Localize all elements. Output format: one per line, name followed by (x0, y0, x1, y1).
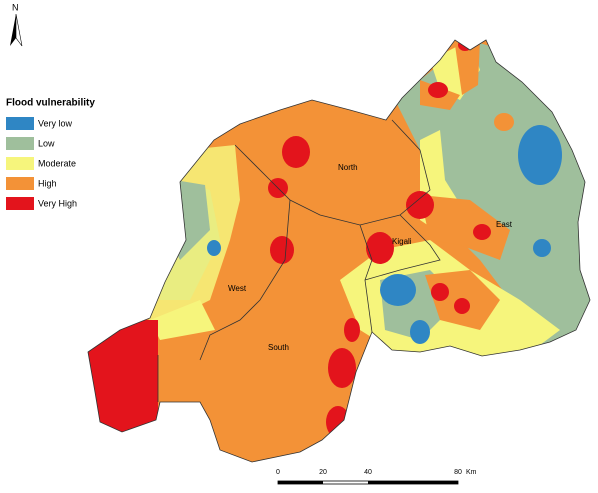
vulnerability-zone (380, 274, 416, 306)
north-arrow-half (15, 13, 23, 47)
vulnerability-zone (454, 298, 470, 314)
legend-swatch (6, 197, 34, 210)
vulnerability-zone (88, 320, 158, 450)
scale-label: 80 (454, 469, 462, 476)
region-label: Kigali (392, 237, 412, 246)
legend-swatch (6, 157, 34, 170)
vulnerability-zone (431, 283, 449, 301)
vulnerability-zone (366, 232, 394, 264)
legend-swatch (6, 117, 34, 130)
vulnerability-zone (150, 300, 215, 340)
scale-label: 0 (276, 469, 280, 476)
vulnerability-zone (458, 40, 472, 51)
vulnerability-zone (455, 40, 480, 95)
vulnerability-zone (270, 236, 294, 264)
vulnerability-zone (533, 239, 551, 257)
vulnerability-zone (328, 348, 356, 388)
vulnerability-zone (473, 224, 491, 240)
region-label: North (338, 163, 358, 172)
legend-label: High (38, 178, 57, 188)
scale-bar-segment (278, 481, 323, 484)
vulnerability-zone (518, 125, 562, 185)
vulnerability-zone (410, 320, 430, 344)
region-label: South (268, 343, 289, 352)
legend-label: Moderate (38, 158, 76, 168)
scale-bar-segment (368, 481, 458, 484)
legend-swatch (6, 137, 34, 150)
province-boundary (364, 214, 441, 281)
vulnerability-zone (282, 136, 310, 168)
vulnerability-zone (344, 318, 360, 342)
vulnerability-zone (207, 240, 221, 256)
vulnerability-zone (395, 40, 590, 345)
vulnerability-zone (494, 113, 514, 131)
legend-title: Flood vulnerability (6, 98, 95, 109)
legend-swatch (6, 177, 34, 190)
vulnerability-zone (420, 195, 510, 260)
province-boundary (199, 199, 291, 361)
scale-label: 40 (364, 469, 372, 476)
north-label: N (12, 2, 19, 12)
vulnerability-zone (406, 191, 434, 219)
vulnerability-zone (428, 82, 448, 98)
province-boundary (359, 224, 373, 333)
legend: Very low Low Moderate High Very High (6, 117, 77, 210)
legend-label: Very low (38, 118, 73, 128)
scale-unit: Km (466, 469, 477, 476)
scale-label: 20 (319, 469, 327, 476)
legend-label: Low (38, 138, 55, 148)
region-label: East (496, 220, 513, 229)
scale-bar: 0 20 40 80 Km (276, 469, 477, 485)
region-label: West (228, 284, 247, 293)
legend-label: Very High (38, 198, 77, 208)
